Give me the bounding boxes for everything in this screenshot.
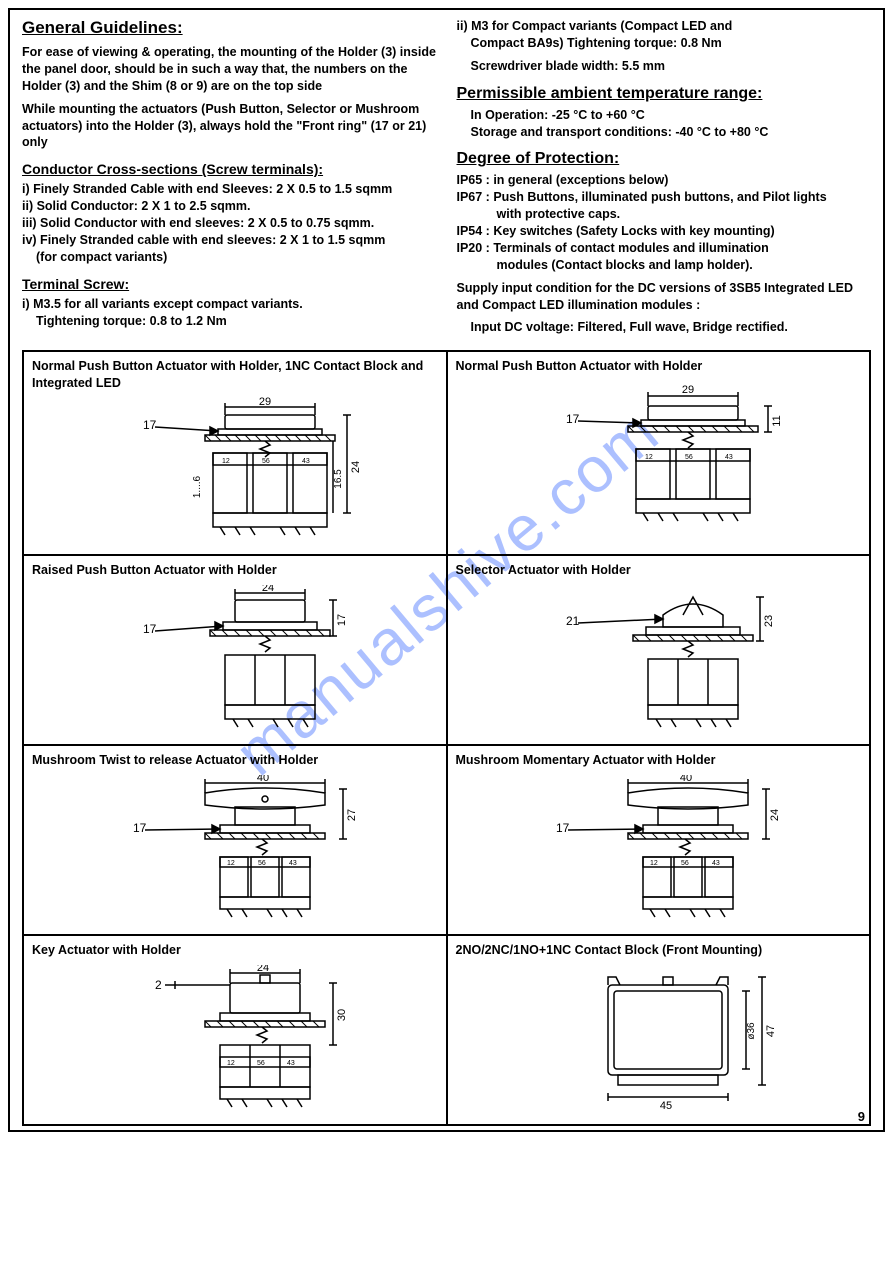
terminal-screw-title: Terminal Screw: bbox=[22, 276, 437, 292]
svg-text:56: 56 bbox=[681, 860, 689, 867]
ip20a: IP20 : Terminals of contact modules and … bbox=[457, 240, 872, 257]
diagram-title-2: Normal Push Button Actuator with Holder bbox=[456, 358, 862, 374]
diagram-4: 23 21 bbox=[456, 582, 862, 737]
svg-text:17: 17 bbox=[143, 622, 157, 636]
svg-text:12: 12 bbox=[645, 454, 653, 461]
svg-text:56: 56 bbox=[685, 454, 693, 461]
screwdriver-width: Screwdriver blade width: 5.5 mm bbox=[457, 58, 872, 75]
diagram-cell-4: Selector Actuator with Holder bbox=[447, 555, 871, 745]
svg-text:12: 12 bbox=[650, 860, 658, 867]
svg-text:40: 40 bbox=[257, 775, 269, 784]
diagram-cell-8: 2NO/2NC/1NO+1NC Contact Block (Front Mou… bbox=[447, 935, 871, 1125]
temp-storage: Storage and transport conditions: -40 °C… bbox=[457, 124, 872, 141]
svg-text:43: 43 bbox=[302, 458, 310, 465]
diagram-1: 29 24 16.5 17 1....6 12 56 43 bbox=[32, 395, 438, 550]
ts-item-2a: ii) M3 for Compact variants (Compact LED… bbox=[457, 18, 872, 35]
svg-text:29: 29 bbox=[259, 397, 271, 408]
svg-text:24: 24 bbox=[769, 808, 781, 820]
guideline-para-2: While mounting the actuators (Push Butto… bbox=[22, 101, 437, 152]
svg-text:12: 12 bbox=[227, 1060, 235, 1067]
svg-text:24: 24 bbox=[257, 965, 269, 974]
svg-text:21: 21 bbox=[566, 614, 580, 628]
right-column: ii) M3 for Compact variants (Compact LED… bbox=[457, 18, 872, 342]
ip67a: IP67 : Push Buttons, illuminated push bu… bbox=[457, 189, 872, 206]
diagram-title-8: 2NO/2NC/1NO+1NC Contact Block (Front Mou… bbox=[456, 942, 862, 958]
svg-text:17: 17 bbox=[143, 418, 157, 432]
svg-text:12: 12 bbox=[222, 458, 230, 465]
ts-item-1b: Tightening torque: 0.8 to 1.2 Nm bbox=[22, 313, 437, 330]
svg-text:47: 47 bbox=[765, 1024, 777, 1036]
ts-item-1: i) M3.5 for all variants except compact … bbox=[22, 296, 437, 313]
diagram-8: 45 ø36 47 bbox=[456, 962, 862, 1117]
general-guidelines-title: General Guidelines: bbox=[22, 18, 437, 38]
cc-item-2: ii) Solid Conductor: 2 X 1 to 2.5 sqmm. bbox=[22, 198, 437, 215]
diagram-title-1: Normal Push Button Actuator with Holder,… bbox=[32, 358, 438, 391]
guideline-para-1: For ease of viewing & operating, the mou… bbox=[22, 44, 437, 95]
diagram-title-5: Mushroom Twist to release Actuator with … bbox=[32, 752, 438, 768]
diagram-cell-6: Mushroom Momentary Actuator with Holder bbox=[447, 745, 871, 935]
diagram-grid: Normal Push Button Actuator with Holder,… bbox=[22, 350, 871, 1126]
cc-item-4b: (for compact variants) bbox=[22, 249, 437, 266]
diagram-cell-7: Key Actuator with Holder bbox=[23, 935, 447, 1125]
cc-item-1: i) Finely Stranded Cable with end Sleeve… bbox=[22, 181, 437, 198]
ts-item-2b: Compact BA9s) Tightening torque: 0.8 Nm bbox=[457, 35, 872, 52]
svg-text:2: 2 bbox=[155, 978, 162, 992]
ip54: IP54 : Key switches (Safety Locks with k… bbox=[457, 223, 872, 240]
svg-text:43: 43 bbox=[712, 860, 720, 867]
diagram-6: 40 24 17 12 56 43 bbox=[456, 772, 862, 927]
svg-text:ø36: ø36 bbox=[746, 1021, 757, 1039]
diagram-cell-5: Mushroom Twist to release Actuator with … bbox=[23, 745, 447, 935]
diagram-cell-3: Raised Push Button Actuator with Holder bbox=[23, 555, 447, 745]
diagram-3: 24 17 17 bbox=[32, 582, 438, 737]
svg-text:1....6: 1....6 bbox=[192, 476, 203, 499]
header-columns: General Guidelines: For ease of viewing … bbox=[22, 18, 871, 342]
svg-text:45: 45 bbox=[660, 1100, 672, 1112]
svg-text:24: 24 bbox=[262, 585, 274, 594]
svg-text:17: 17 bbox=[336, 613, 348, 625]
diagram-cell-1: Normal Push Button Actuator with Holder,… bbox=[23, 351, 447, 555]
svg-text:16.5: 16.5 bbox=[333, 469, 344, 489]
diagram-cell-2: Normal Push Button Actuator with Holder bbox=[447, 351, 871, 555]
svg-text:40: 40 bbox=[680, 775, 692, 784]
svg-text:43: 43 bbox=[287, 1060, 295, 1067]
supply-condition: Supply input condition for the DC versio… bbox=[457, 280, 872, 314]
cc-item-3: iii) Solid Conductor with end sleeves: 2… bbox=[22, 215, 437, 232]
diagram-title-7: Key Actuator with Holder bbox=[32, 942, 438, 958]
protection-title: Degree of Protection: bbox=[457, 150, 872, 168]
temp-operation: In Operation: -25 °C to +60 °C bbox=[457, 107, 872, 124]
diagram-5: 40 27 17 12 56 43 bbox=[32, 772, 438, 927]
diagram-title-3: Raised Push Button Actuator with Holder bbox=[32, 562, 438, 578]
page-number: 9 bbox=[858, 1109, 865, 1124]
diagram-2: 29 11 17 12 56 43 bbox=[456, 379, 862, 534]
svg-text:23: 23 bbox=[763, 614, 775, 626]
svg-text:17: 17 bbox=[556, 821, 570, 835]
svg-text:56: 56 bbox=[258, 860, 266, 867]
svg-text:56: 56 bbox=[262, 458, 270, 465]
svg-text:12: 12 bbox=[227, 860, 235, 867]
svg-text:24: 24 bbox=[350, 461, 362, 473]
svg-text:29: 29 bbox=[682, 384, 694, 396]
left-column: General Guidelines: For ease of viewing … bbox=[22, 18, 437, 342]
cc-item-4: iv) Finely Stranded cable with end sleev… bbox=[22, 232, 437, 249]
svg-text:27: 27 bbox=[346, 808, 358, 820]
svg-text:30: 30 bbox=[336, 1008, 348, 1020]
svg-text:43: 43 bbox=[725, 454, 733, 461]
temp-range-title: Permissible ambient temperature range: bbox=[457, 85, 872, 103]
svg-text:43: 43 bbox=[289, 860, 297, 867]
ip20b: modules (Contact blocks and lamp holder)… bbox=[457, 257, 872, 274]
ip67b: with protective caps. bbox=[457, 206, 872, 223]
document-page: manualshive.com General Guidelines: For … bbox=[8, 8, 885, 1132]
diagram-7: 24 30 2 12 56 43 bbox=[32, 962, 438, 1117]
ip65: IP65 : in general (exceptions below) bbox=[457, 172, 872, 189]
svg-text:17: 17 bbox=[566, 412, 580, 426]
diagram-title-4: Selector Actuator with Holder bbox=[456, 562, 862, 578]
svg-text:11: 11 bbox=[771, 415, 783, 426]
svg-text:17: 17 bbox=[133, 821, 147, 835]
diagram-title-6: Mushroom Momentary Actuator with Holder bbox=[456, 752, 862, 768]
dc-voltage: Input DC voltage: Filtered, Full wave, B… bbox=[457, 319, 872, 336]
svg-text:56: 56 bbox=[257, 1060, 265, 1067]
conductor-cross-section-title: Conductor Cross-sections (Screw terminal… bbox=[22, 161, 437, 177]
